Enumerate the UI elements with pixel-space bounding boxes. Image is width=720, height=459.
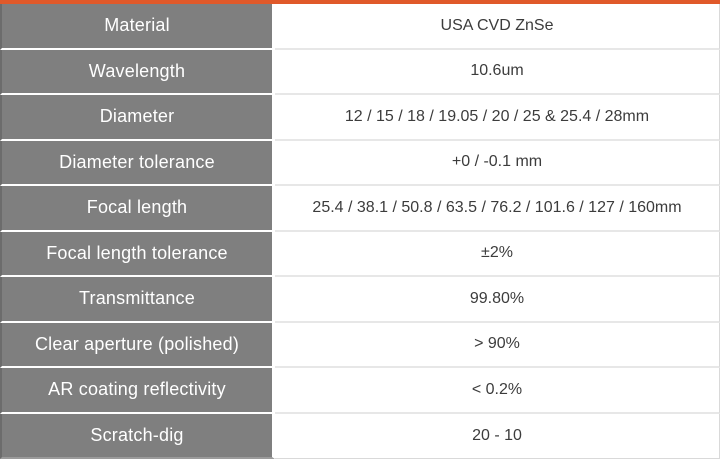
spec-row: Transmittance 99.80%	[0, 277, 720, 323]
spec-label-cell: Focal length tolerance	[0, 231, 275, 277]
spec-row: Clear aperture (polished) > 90%	[0, 322, 720, 368]
spec-value-cell: > 90%	[275, 322, 720, 368]
spec-row: Diameter tolerance +0 / -0.1 mm	[0, 140, 720, 186]
spec-value-cell: USA CVD ZnSe	[275, 4, 720, 50]
spec-label-cell: Wavelength	[0, 49, 275, 95]
spec-value-cell: 99.80%	[275, 277, 720, 323]
spec-label-cell: Transmittance	[0, 277, 275, 323]
spec-value-cell: +0 / -0.1 mm	[275, 140, 720, 186]
spec-label-cell: Diameter tolerance	[0, 140, 275, 186]
accent-top-bar	[0, 0, 720, 4]
spec-label-cell: Material	[0, 4, 275, 50]
spec-label-cell: Focal length	[0, 186, 275, 232]
spec-label-cell: Diameter	[0, 95, 275, 141]
spec-label-cell: AR coating reflectivity	[0, 368, 275, 414]
spec-row: Material USA CVD ZnSe	[0, 4, 720, 50]
spec-row: Scratch-dig 20 - 10	[0, 413, 720, 459]
spec-table: Material USA CVD ZnSe Wavelength 10.6um …	[0, 4, 720, 459]
spec-label-cell: Scratch-dig	[0, 413, 275, 459]
spec-value-cell: < 0.2%	[275, 368, 720, 414]
spec-row: Focal length tolerance ±2%	[0, 231, 720, 277]
spec-value-cell: 12 / 15 / 18 / 19.05 / 20 / 25 & 25.4 / …	[275, 95, 720, 141]
spec-label-cell: Clear aperture (polished)	[0, 322, 275, 368]
spec-row: Wavelength 10.6um	[0, 49, 720, 95]
spec-value-cell: ±2%	[275, 231, 720, 277]
spec-value-cell: 20 - 10	[275, 413, 720, 459]
spec-row: Focal length 25.4 / 38.1 / 50.8 / 63.5 /…	[0, 186, 720, 232]
spec-row: AR coating reflectivity < 0.2%	[0, 368, 720, 414]
spec-value-cell: 25.4 / 38.1 / 50.8 / 63.5 / 76.2 / 101.6…	[275, 186, 720, 232]
spec-row: Diameter 12 / 15 / 18 / 19.05 / 20 / 25 …	[0, 95, 720, 141]
spec-value-cell: 10.6um	[275, 49, 720, 95]
